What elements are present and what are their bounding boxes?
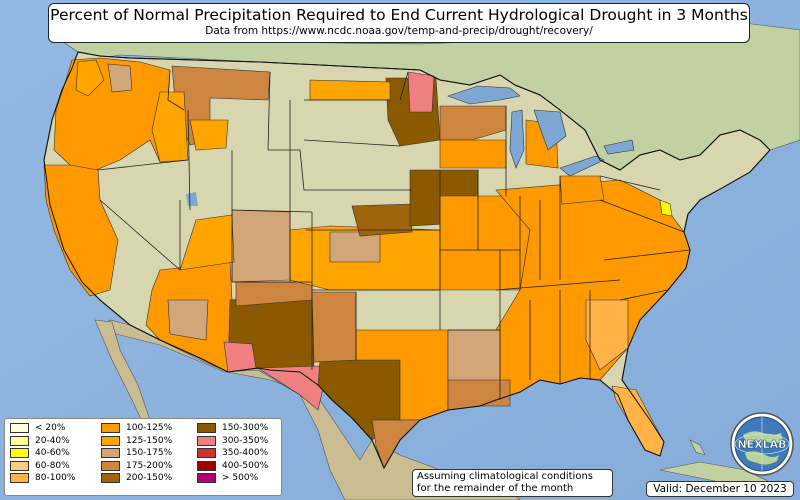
- legend-swatch: [10, 460, 29, 471]
- legend-swatch: [197, 448, 216, 459]
- legend-swatch: [101, 448, 120, 459]
- drought-regions: [43, 57, 691, 469]
- legend-swatch: [197, 435, 216, 446]
- legend-label: 60-80%: [35, 460, 70, 471]
- legend-swatch: [101, 473, 120, 484]
- legend-label: < 20%: [35, 423, 66, 434]
- legend: < 20% 20-40% 40-60% 60-80% 80-100% 100-125% 1…: [4, 418, 282, 496]
- legend-label: 150-300%: [222, 423, 269, 434]
- legend-swatch: [10, 423, 29, 434]
- legend-label: 40-60%: [35, 448, 70, 459]
- great-lakes: [447, 85, 635, 177]
- legend-item: 40-60%: [10, 447, 75, 460]
- region-wisconsin-orange: [439, 139, 507, 169]
- bahamas-island: [689, 439, 706, 456]
- legend-swatch: [197, 423, 216, 434]
- region-mid-atlantic: [659, 199, 673, 217]
- lake-erie: [559, 155, 605, 177]
- legend-swatch: [10, 448, 29, 459]
- region-arizona-tan: [167, 299, 209, 341]
- legend-item: 175-200%: [101, 460, 172, 473]
- region-texas-tan: [311, 291, 357, 363]
- region-nw-light: [75, 59, 105, 97]
- lake-ontario: [603, 139, 635, 155]
- region-louisiana-brown: [447, 379, 511, 411]
- assumption-note: Assuming climatological conditions for t…: [412, 469, 613, 497]
- region-ohio-orange: [559, 175, 605, 205]
- legend-label: 100-125%: [126, 423, 173, 434]
- region-montana-orange: [189, 119, 229, 151]
- legend-swatch: [101, 460, 120, 471]
- legend-item: 125-150%: [101, 435, 172, 448]
- nexlab-globe-logo: NEXLAB: [730, 412, 794, 476]
- legend-column-3: 150-300% 300-350% 350-400% 400-500% > 500%: [197, 422, 268, 485]
- legend-item: 100-125%: [101, 422, 172, 435]
- us-outline: [43, 51, 771, 470]
- legend-label: 175-200%: [126, 460, 173, 471]
- great-salt-lake: [186, 192, 198, 206]
- legend-item: < 20%: [10, 422, 75, 435]
- legend-swatch: [10, 473, 29, 484]
- region-utah-orange: [179, 214, 235, 271]
- map-subtitle: Data from https://www.ncdc.noaa.gov/temp…: [205, 25, 593, 37]
- legend-swatch: [101, 423, 120, 434]
- region-colorado-tan: [231, 209, 291, 283]
- lake-michigan: [509, 109, 525, 169]
- legend-item: 80-100%: [10, 472, 75, 485]
- legend-swatch: [101, 435, 120, 446]
- legend-swatch: [10, 435, 29, 446]
- legend-swatch: [197, 460, 216, 471]
- legend-item: 400-500%: [197, 460, 268, 473]
- legend-label: 400-500%: [222, 460, 269, 471]
- map-title: Percent of Normal Precipitation Required…: [50, 6, 748, 24]
- logo-text: NEXLAB: [737, 438, 786, 451]
- legend-column-2: 100-125% 125-150% 150-175% 175-200% 200-150%: [101, 422, 172, 485]
- legend-label: 20-40%: [35, 435, 70, 446]
- legend-item: 200-150%: [101, 472, 172, 485]
- legend-item: 150-300%: [197, 422, 268, 435]
- legend-item: 20-40%: [10, 435, 75, 448]
- region-wisconsin-pink: [407, 71, 435, 113]
- legend-label: > 500%: [222, 473, 259, 484]
- state-boundaries: [97, 69, 691, 400]
- legend-item: > 500%: [197, 472, 268, 485]
- legend-item: 300-350%: [197, 435, 268, 448]
- legend-label: 80-100%: [35, 473, 76, 484]
- legend-label: 125-150%: [126, 435, 173, 446]
- region-sw-pink: [223, 341, 257, 373]
- legend-label: 350-400%: [222, 448, 269, 459]
- legend-item: 60-80%: [10, 460, 75, 473]
- valid-date: Valid: December 10 2023: [646, 481, 794, 497]
- note-line-1: Assuming climatological conditions: [417, 471, 593, 482]
- region-california: [43, 164, 119, 297]
- legend-label: 150-175%: [126, 448, 173, 459]
- legend-item: 350-400%: [197, 447, 268, 460]
- note-line-2: for the remainder of the month: [417, 483, 574, 494]
- region-nw-tan: [107, 63, 133, 93]
- title-box: Percent of Normal Precipitation Required…: [48, 3, 750, 43]
- legend-label: 300-350%: [222, 435, 269, 446]
- region-nebraska-brown: [351, 203, 413, 237]
- region-idaho-orange: [151, 91, 189, 163]
- region-dakotas-orange: [309, 79, 391, 101]
- legend-label: 200-150%: [126, 473, 173, 484]
- region-plains-tan: [329, 231, 381, 263]
- lake-huron: [533, 109, 567, 151]
- legend-item: 150-175%: [101, 447, 172, 460]
- lake-superior: [447, 85, 521, 105]
- legend-column-1: < 20% 20-40% 40-60% 60-80% 80-100%: [10, 422, 75, 485]
- legend-swatch: [197, 473, 216, 484]
- region-great-lakes-brown: [439, 105, 507, 141]
